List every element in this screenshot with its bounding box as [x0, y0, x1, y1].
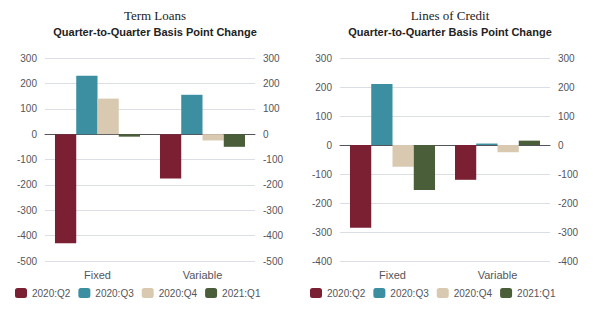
svg-text:2020:Q4: 2020:Q4: [159, 288, 198, 299]
svg-text:-200: -200: [312, 198, 332, 209]
svg-text:0: 0: [31, 129, 37, 140]
svg-text:2020:Q2: 2020:Q2: [32, 288, 71, 299]
svg-text:300: 300: [315, 53, 332, 64]
svg-text:-100: -100: [263, 154, 283, 165]
svg-text:-200: -200: [17, 179, 37, 190]
svg-text:300: 300: [20, 53, 37, 64]
svg-text:-200: -200: [558, 198, 578, 209]
svg-text:2020:Q2: 2020:Q2: [327, 288, 366, 299]
svg-text:-400: -400: [263, 230, 283, 241]
svg-text:-100: -100: [17, 154, 37, 165]
svg-text:-100: -100: [558, 169, 578, 180]
svg-text:0: 0: [558, 140, 564, 151]
svg-text:2021:Q1: 2021:Q1: [222, 288, 261, 299]
svg-text:2020:Q4: 2020:Q4: [454, 288, 493, 299]
svg-text:200: 200: [20, 78, 37, 89]
svg-text:-400: -400: [558, 256, 578, 267]
svg-text:-300: -300: [17, 205, 37, 216]
svg-text:200: 200: [263, 78, 280, 89]
svg-text:Fixed: Fixed: [84, 269, 111, 281]
svg-text:100: 100: [315, 111, 332, 122]
svg-text:100: 100: [263, 103, 280, 114]
svg-text:300: 300: [558, 53, 575, 64]
svg-text:200: 200: [315, 82, 332, 93]
svg-text:-100: -100: [312, 169, 332, 180]
svg-text:200: 200: [558, 82, 575, 93]
svg-text:-300: -300: [558, 227, 578, 238]
svg-text:100: 100: [20, 103, 37, 114]
svg-text:2020:Q3: 2020:Q3: [390, 288, 429, 299]
svg-text:-300: -300: [263, 205, 283, 216]
svg-text:-400: -400: [17, 230, 37, 241]
svg-text:-300: -300: [312, 227, 332, 238]
svg-text:Variable: Variable: [183, 269, 223, 281]
svg-text:Quarter-to-Quarter Basis Point: Quarter-to-Quarter Basis Point Change: [348, 26, 552, 38]
svg-text:-500: -500: [263, 256, 283, 267]
svg-text:0: 0: [263, 129, 269, 140]
svg-text:-200: -200: [263, 179, 283, 190]
svg-text:300: 300: [263, 53, 280, 64]
svg-text:-400: -400: [312, 256, 332, 267]
svg-text:0: 0: [326, 140, 332, 151]
svg-text:100: 100: [558, 111, 575, 122]
svg-text:2020:Q3: 2020:Q3: [95, 288, 134, 299]
svg-text:Quarter-to-Quarter Basis Point: Quarter-to-Quarter Basis Point Change: [53, 26, 257, 38]
svg-text:Fixed: Fixed: [379, 269, 406, 281]
svg-text:-500: -500: [17, 256, 37, 267]
svg-text:Variable: Variable: [478, 269, 518, 281]
svg-text:2021:Q1: 2021:Q1: [517, 288, 556, 299]
svg-text:Lines of Credit: Lines of Credit: [411, 8, 490, 23]
svg-text:Term Loans: Term Loans: [124, 8, 186, 23]
